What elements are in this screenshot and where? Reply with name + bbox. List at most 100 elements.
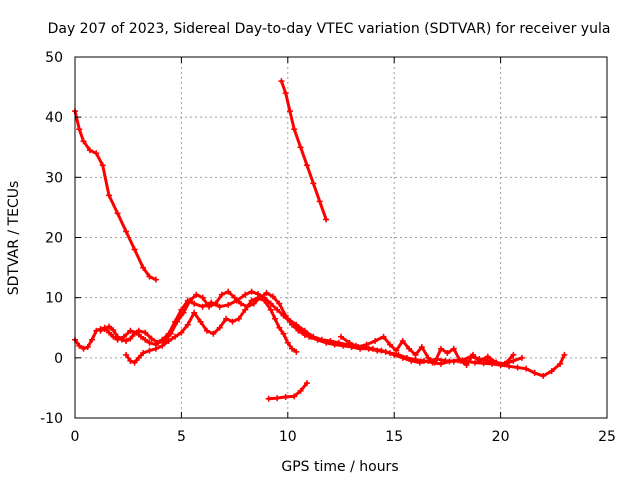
data-point — [123, 351, 130, 358]
data-point — [425, 354, 432, 361]
data-point — [127, 335, 134, 342]
data-point — [510, 351, 517, 358]
data-point — [180, 309, 187, 316]
data-point — [293, 321, 300, 328]
data-point — [335, 339, 342, 346]
x-tick-label: 25 — [598, 429, 616, 445]
data-point — [261, 297, 268, 304]
data-point — [174, 318, 181, 325]
data-point — [284, 315, 291, 322]
data-point — [127, 327, 134, 334]
data-point — [431, 359, 438, 366]
data-point — [146, 339, 153, 346]
data-point — [250, 300, 257, 307]
data-point — [152, 345, 159, 352]
data-point — [159, 342, 166, 349]
chart-title: Day 207 of 2023, Sidereal Day-to-day VTE… — [48, 21, 611, 37]
data-point — [248, 297, 255, 304]
data-point — [99, 162, 106, 169]
data-point — [403, 354, 410, 361]
data-point — [318, 336, 325, 343]
data-point — [286, 108, 293, 115]
data-point — [178, 306, 185, 313]
data-point — [540, 372, 547, 379]
data-point — [135, 354, 142, 361]
data-point — [386, 350, 393, 357]
data-point — [327, 337, 334, 344]
data-point — [463, 362, 470, 369]
data-point — [278, 78, 285, 85]
y-tick-label: -10 — [40, 411, 63, 427]
data-point — [218, 291, 225, 298]
data-point — [165, 337, 172, 344]
data-point — [191, 300, 198, 307]
data-point — [123, 337, 130, 344]
data-point — [199, 303, 206, 310]
data-point — [274, 306, 281, 313]
data-point — [472, 359, 479, 366]
data-point — [316, 198, 323, 205]
data-point — [561, 351, 568, 358]
data-point — [84, 344, 91, 351]
y-tick-label: 50 — [45, 50, 63, 66]
data-point — [493, 359, 500, 366]
data-point — [395, 351, 402, 358]
data-point — [446, 358, 453, 365]
x-axis-label: GPS time / hours — [281, 459, 398, 475]
data-point — [184, 321, 191, 328]
series-line-arc-7 — [286, 317, 566, 378]
grid-lines — [75, 57, 607, 418]
data-point — [531, 369, 538, 376]
data-point — [146, 273, 153, 280]
y-axis-label: SDTVAR / TECUs — [6, 181, 22, 296]
data-point — [557, 360, 564, 367]
data-point — [355, 344, 362, 351]
data-point — [480, 360, 487, 367]
data-point — [363, 341, 370, 348]
data-point — [420, 357, 427, 364]
data-point — [229, 318, 236, 325]
data-point — [265, 395, 272, 402]
data-point — [418, 344, 425, 351]
data-point — [386, 341, 393, 348]
data-point — [412, 351, 419, 358]
data-point — [469, 351, 476, 358]
data-point — [282, 312, 289, 319]
data-point — [276, 300, 283, 307]
data-point — [212, 300, 219, 307]
data-point — [523, 365, 530, 372]
data-point — [140, 264, 147, 271]
data-point — [76, 342, 83, 349]
data-point — [199, 294, 206, 301]
data-point — [154, 339, 161, 346]
data-point — [369, 345, 376, 352]
data-point — [131, 246, 138, 253]
data-point — [210, 330, 217, 337]
data-point — [399, 337, 406, 344]
data-point — [106, 323, 113, 330]
data-point — [131, 330, 138, 337]
data-point — [135, 327, 142, 334]
data-point — [323, 216, 330, 223]
data-point — [142, 336, 149, 343]
data-point — [80, 138, 87, 145]
y-tick-label: 30 — [45, 170, 63, 186]
data-point — [457, 357, 464, 364]
data-point — [152, 276, 159, 283]
y-tick-label: 20 — [45, 231, 63, 247]
data-point — [197, 318, 204, 325]
data-point — [86, 147, 93, 154]
data-point — [346, 339, 353, 346]
data-point — [378, 347, 385, 354]
x-tick-label: 0 — [71, 429, 80, 445]
data-point — [242, 306, 249, 313]
data-point — [301, 327, 308, 334]
data-point — [284, 339, 291, 346]
data-point — [237, 300, 244, 307]
data-point — [118, 336, 125, 343]
data-series — [72, 78, 568, 402]
data-point — [450, 345, 457, 352]
data-point — [255, 294, 262, 301]
data-point — [80, 345, 87, 352]
